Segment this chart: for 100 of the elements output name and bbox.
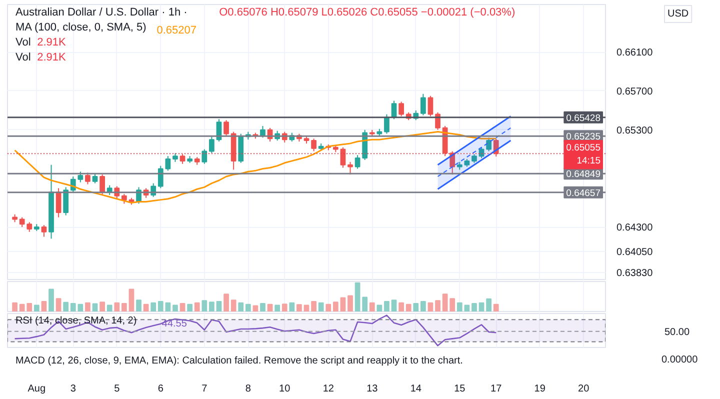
bar [493, 304, 499, 312]
x-tick-label: 14 [410, 384, 422, 394]
bar [486, 298, 492, 312]
bar [92, 303, 98, 312]
bar [326, 304, 332, 312]
bar [318, 302, 324, 312]
bar [348, 295, 353, 312]
x-tick-label: 13 [366, 384, 378, 394]
bar [267, 304, 273, 312]
candlestick [121, 193, 127, 204]
bar [106, 304, 112, 312]
candlestick [486, 137, 492, 152]
bar [252, 305, 258, 312]
line-series [14, 131, 497, 204]
bar [384, 301, 390, 312]
candlestick [311, 138, 316, 152]
x-tick-label: 17 [490, 384, 502, 394]
candlestick [165, 156, 171, 172]
line-series [437, 140, 512, 190]
bar [238, 302, 244, 312]
bar [230, 300, 236, 312]
text: MACD (12, 26, close, 9, EMA, EMA): Calculation failed. Remove the script and reapply it to the chart. [16, 356, 463, 366]
bar [41, 301, 47, 312]
bar [362, 296, 368, 312]
bar [456, 302, 462, 312]
candlestick [180, 154, 186, 164]
bar [224, 294, 229, 312]
candlestick [26, 222, 32, 232]
bar [56, 298, 62, 312]
annotation: 44.55 [162, 318, 188, 330]
candlestick [260, 125, 266, 138]
x-tick-label: 6 [158, 384, 164, 394]
candlestick [354, 154, 360, 170]
x-tick-label: 15 [454, 384, 466, 394]
bar [63, 302, 69, 312]
annotation: O0.65076 H0.65079 L0.65026 C0.65055 −0.00021 (−0.03%) [219, 6, 516, 18]
candlestick [19, 216, 25, 228]
candlestick [435, 112, 440, 130]
bar [289, 302, 295, 312]
bar [472, 303, 477, 312]
candlestick [158, 165, 164, 189]
annotation: 2.91K [37, 52, 67, 64]
bar [311, 301, 316, 312]
x-tick-label: 5 [114, 384, 120, 394]
text: USD [668, 8, 689, 20]
bar [114, 302, 120, 312]
bar [150, 302, 156, 312]
bar [442, 294, 448, 312]
bar [391, 300, 397, 312]
bar [121, 303, 127, 312]
bar [194, 302, 200, 312]
bar [158, 301, 164, 312]
annotation: Vol [16, 52, 31, 64]
bar [85, 302, 90, 312]
candlestick [78, 171, 84, 183]
bar [435, 300, 440, 312]
candlestick [398, 101, 404, 117]
x-tick-label: 3 [70, 384, 76, 394]
bar [136, 300, 142, 312]
bar [478, 302, 484, 312]
bar [245, 304, 251, 312]
annotation: RSI (14, close, SMA, 14, 2) [16, 316, 137, 326]
bar [296, 304, 302, 312]
bar [398, 302, 404, 312]
candlestick [209, 136, 214, 154]
annotation: 2.91K [37, 36, 67, 48]
y-tick-label: 0.66100 [616, 48, 654, 59]
y-tick-label: 0.65700 [616, 86, 654, 98]
bar [340, 297, 346, 312]
y-tick-label: 0.64300 [616, 222, 654, 234]
annotation: Australian Dollar / U.S. Dollar · 1h · [16, 6, 188, 18]
x-tick-label: 10 [279, 384, 291, 394]
text: 0.00000 [662, 354, 698, 366]
annotation: 0.65207 [156, 24, 196, 36]
candlestick [41, 224, 47, 238]
bar [180, 303, 186, 312]
bar [282, 304, 288, 312]
candlestick [202, 148, 208, 164]
y-tick-label: 0.64050 [616, 246, 654, 258]
bar [420, 301, 426, 312]
bar [209, 302, 214, 312]
bar [369, 302, 375, 312]
x-tick-label: 7 [202, 384, 208, 394]
bar [464, 304, 470, 312]
candlestick [224, 120, 229, 138]
candlestick [428, 95, 434, 117]
bar [216, 301, 222, 312]
annotation: Vol [16, 36, 31, 48]
candlestick [348, 161, 353, 176]
x-tick-label: 20 [578, 384, 590, 394]
bar [332, 302, 338, 312]
bar [172, 304, 178, 312]
ref-line-label: 0.65235 [566, 132, 601, 143]
bar [413, 303, 419, 312]
bar [274, 304, 280, 312]
candlestick [340, 146, 346, 168]
bar [406, 304, 412, 312]
bar [34, 304, 40, 312]
candlestick [100, 174, 105, 196]
line-series [437, 127, 512, 177]
